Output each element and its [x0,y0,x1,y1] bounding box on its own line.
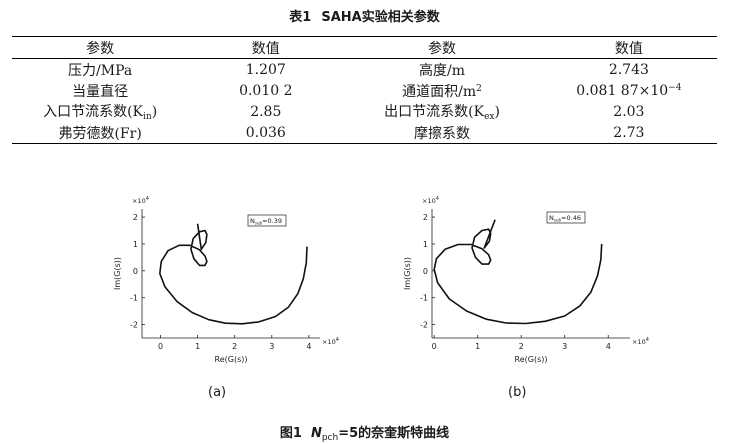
y-axis-label: Im(G(s)) [403,257,412,290]
y-multiplier: ×104 [422,196,439,205]
x-multiplier: ×104 [632,337,649,346]
header-param-2: 参数 [343,36,541,59]
cell-height-label: 高度/m [419,62,466,79]
outlet-label-end: ) [494,104,500,120]
cell-height-value: 2.743 [608,61,649,78]
x-axis-label: Re(G(s)) [515,355,548,364]
inlet-label-sub: in [143,112,152,122]
x-tick-label: 2 [232,342,237,351]
table-header-row: 参数 数值 参数 数值 [12,36,717,59]
area-label-text: 通道面积/m [402,83,477,100]
x-tick-label: 3 [269,342,274,351]
x-tick-label: 0 [158,342,163,351]
cell-area-label: 通道面积/m2 [343,80,540,101]
x-tick-label: 1 [195,342,200,351]
annotation-text: Nsub=0.46 [549,214,581,223]
cell-pressure-value: 1.207 [245,61,286,78]
y-tick-label: 1 [133,240,138,249]
x-tick-label: 4 [306,342,311,351]
y-tick-label: 1 [423,240,428,249]
table-caption-title: SAHA实验相关参数 [321,10,440,25]
x-tick-label: 1 [475,342,480,351]
cell-friction-value: 2.73 [540,122,717,144]
nyquist-plot-a: 0 1 2 3 4 -2 -1 0 1 2 ×104 ×104 Re(G(s)) Im(G(s)) Nsub… [113,196,339,364]
area-value-text: 0.081 87×10 [576,82,669,99]
inlet-label-end: ) [151,104,158,120]
area-label-sup: 2 [476,83,482,94]
table-caption-label: 表1 [289,10,312,25]
figure-caption-var: N [310,426,322,441]
cell-outlet-label: 出口节流系数(Kex) [343,101,540,122]
y-tick-label: 2 [423,213,428,222]
annotation-box [546,211,586,224]
parameters-table: 参数 数值 参数 数值 压力/MPa 1.207 高度/m 2.743 当量直径… [12,36,717,144]
outlet-label-text: 出口节流系数(K [384,104,485,120]
area-value-sup: −4 [668,82,682,93]
x-axis-label: Re(G(s)) [215,355,248,364]
cell-pressure-label: 压力/MPa [68,62,133,79]
cell-outlet-value: 2.03 [613,103,645,120]
annotation-box [247,214,287,227]
y-multiplier: ×104 [132,196,149,205]
nyquist-curve [159,223,308,325]
y-tick-label: -2 [420,321,428,330]
cell-froude-label: 弗劳德数(Fr) [12,122,189,144]
figure-caption-var-sub: pch [321,433,339,443]
y-tick-label: 2 [133,213,138,222]
header-value-1: 数值 [188,36,344,59]
cell-inlet-value: 2.85 [250,103,282,120]
nyquist-plot-b: 0 1 2 3 4 -2 -1 0 1 2 ×104 ×104 Re(G(s)) Im(G(s)) Nsub… [403,196,649,364]
cell-diameter-value: 0.010 2 [239,82,293,99]
cell-inlet-label: 入口节流系数(Kin) [12,101,188,122]
table-row: 弗劳德数(Fr) 0.036 摩擦系数 2.73 [12,122,717,144]
x-tick-label: 3 [562,342,567,351]
x-multiplier: ×104 [322,337,339,346]
outlet-label-sub: ex [484,112,495,122]
cell-area-value: 0.081 87×10−4 [541,80,717,101]
y-tick-label: -1 [130,294,138,303]
panel-label-a: (a) [208,385,227,400]
cell-froude-value: 0.036 [188,122,344,144]
x-tick-label: 2 [519,342,524,351]
y-tick-label: 0 [133,267,138,276]
figure-caption-label: 图1 [279,426,302,441]
table-caption: 表1 SAHA实验相关参数 [0,6,729,25]
cell-friction-label: 摩擦系数 [343,122,541,144]
inlet-label-text: 入口节流系数(K [43,104,143,120]
header-value-2: 数值 [540,36,717,59]
x-tick-label: 0 [432,342,437,351]
cell-diameter-label: 当量直径 [72,83,129,100]
figure-caption: 图1 Npch=5的奈奎斯特曲线 [0,422,729,443]
table-row: 入口节流系数(Kin) 2.85 出口节流系数(Kex) 2.03 [12,101,717,123]
nyquist-curve [433,219,603,325]
y-tick-label: -1 [420,294,428,303]
table-row: 当量直径 0.010 2 通道面积/m2 0.081 87×10−4 [12,80,717,101]
x-tick-label: 4 [606,342,611,351]
y-axis-label: Im(G(s)) [113,257,122,290]
figure-caption-rest: =5的奈奎斯特曲线 [338,426,450,441]
y-tick-label: 0 [423,267,428,276]
panel-label-b: (b) [508,385,527,400]
annotation-text: Nsub=0.39 [250,217,282,226]
table-row: 压力/MPa 1.207 高度/m 2.743 [12,59,717,81]
header-param-1: 参数 [12,36,189,59]
y-tick-label: -2 [130,321,138,330]
